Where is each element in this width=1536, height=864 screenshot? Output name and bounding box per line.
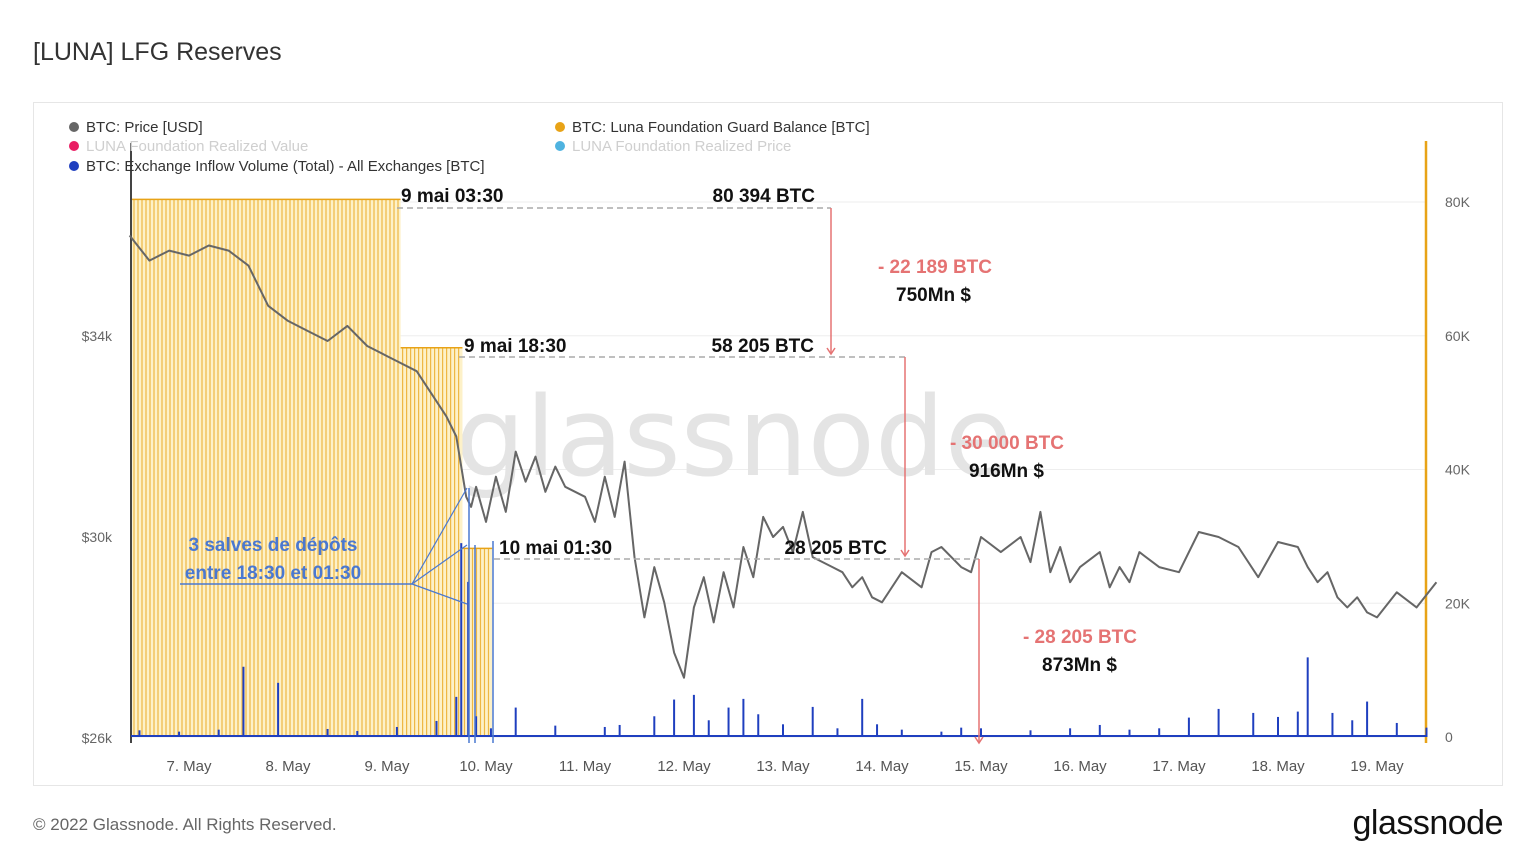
footer-copyright: © 2022 Glassnode. All Rights Reserved. [33, 815, 337, 834]
annotation-label: 80 394 BTC [713, 186, 816, 207]
legend-marker [69, 161, 79, 171]
y-right-tick-label: 40K [1445, 462, 1471, 478]
price-line [128, 234, 1438, 679]
y-left-tick-label: $34k [82, 328, 113, 344]
legend-marker [69, 122, 79, 132]
drop-arrow-head [974, 736, 984, 745]
drop-arrow-head [900, 549, 910, 558]
x-tick-label: 11. May [559, 758, 612, 775]
deposit-pointer-line [411, 583, 468, 605]
annotation-label: 28 205 BTC [785, 538, 888, 559]
annotation-label: 3 salves de dépôts [189, 535, 358, 556]
chart-svg: 80K 60K 40K 20K 0 $34k $30k $26k 7. May 8. May 9. … [69, 119, 1471, 775]
x-tick-label: 13. May [756, 758, 810, 775]
x-tick-label: 19. May [1350, 758, 1404, 775]
y-right-tick-label: 80K [1445, 194, 1471, 210]
legend-label: BTC: Luna Foundation Guard Balance [BTC] [572, 119, 870, 136]
annotation-label: 9 mai 18:30 [464, 336, 566, 357]
glassnode-logo: glassnode [1352, 804, 1503, 842]
annotation-label: entre 18:30 et 01:30 [185, 563, 361, 584]
annotation-label: - 22 189 BTC [878, 257, 992, 278]
y-right-tick-label: 60K [1445, 328, 1471, 344]
annotation-label: 916Mn $ [969, 461, 1044, 482]
x-tick-label: 15. May [954, 758, 1008, 775]
legend-label: BTC: Price [USD] [86, 119, 203, 136]
annotation-label: - 30 000 BTC [950, 433, 1064, 454]
balance-area [462, 548, 493, 737]
x-tick-label: 9. May [364, 758, 410, 775]
chart-title: [LUNA] LFG Reserves [33, 38, 282, 66]
annotation-label: 10 mai 01:30 [499, 538, 612, 559]
annotation-label: - 28 205 BTC [1023, 627, 1137, 648]
y-right-tick-label: 0 [1445, 729, 1453, 745]
x-tick-label: 10. May [459, 758, 513, 775]
y-left-tick-label: $26k [82, 730, 113, 746]
x-tick-label: 16. May [1053, 758, 1107, 775]
legend-label: LUNA Foundation Realized Price [572, 138, 791, 155]
legend-label: BTC: Exchange Inflow Volume (Total) - Al… [86, 158, 485, 175]
x-tick-label: 17. May [1152, 758, 1206, 775]
annotation-label: 9 mai 03:30 [401, 186, 503, 207]
y-left-tick-label: $30k [82, 529, 113, 545]
watermark: glassnode [456, 373, 1013, 501]
x-tick-label: 8. May [265, 758, 311, 775]
annotation-label: 58 205 BTC [712, 336, 815, 357]
y-right-tick-label: 20K [1445, 595, 1471, 611]
x-tick-label: 12. May [657, 758, 711, 775]
x-tick-label: 14. May [855, 758, 909, 775]
deposit-pointer-line [411, 544, 468, 585]
annotation-label: 873Mn $ [1042, 655, 1117, 676]
balance-area [400, 347, 463, 737]
x-tick-label: 7. May [166, 758, 212, 775]
drop-arrow-head [826, 347, 836, 356]
legend-marker [555, 122, 565, 132]
legend-label: LUNA Foundation Realized Value [86, 138, 308, 155]
annotation-label: 750Mn $ [896, 285, 971, 306]
legend-marker [69, 141, 79, 151]
legend-marker [555, 141, 565, 151]
deposit-pointer-line [411, 487, 468, 585]
x-tick-label: 18. May [1251, 758, 1305, 775]
chart-panel: 80K 60K 40K 20K 0 $34k $30k $26k 7. May 8. May 9. … [33, 102, 1503, 786]
